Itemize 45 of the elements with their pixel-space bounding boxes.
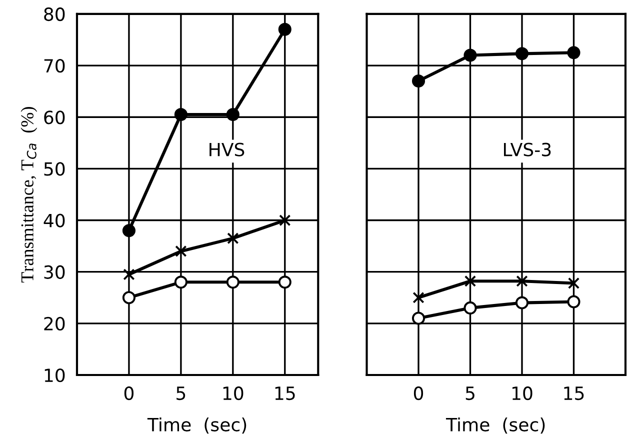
point	[464, 48, 477, 62]
point	[278, 22, 292, 36]
point	[567, 295, 580, 308]
point	[567, 46, 580, 60]
y-tick-label: 20	[44, 316, 65, 331]
point	[226, 108, 240, 122]
x-axis-title: Time (sec)	[147, 417, 246, 434]
point	[515, 296, 529, 310]
point	[226, 276, 240, 289]
point	[122, 291, 136, 304]
point	[464, 275, 476, 287]
y-tick-label: 30	[44, 265, 65, 279]
annotation: HVS	[210, 142, 244, 156]
y-tick-label: 10	[44, 368, 65, 382]
y-tick-label: 70	[44, 58, 65, 73]
x-tick-label: 0	[124, 386, 134, 400]
point	[412, 312, 426, 325]
point	[412, 74, 426, 88]
point	[515, 47, 529, 60]
point	[516, 275, 528, 287]
point	[174, 108, 188, 122]
x-tick-label: 10	[223, 386, 244, 400]
x-tick-label: 5	[176, 386, 186, 400]
x-tick-label: 15	[275, 386, 295, 400]
y-tick-label: 60	[44, 110, 65, 124]
annotation: LVS-3	[504, 142, 551, 156]
point	[175, 245, 187, 258]
point	[279, 214, 291, 226]
x-axis-title: Time (sec)	[446, 417, 545, 434]
point	[568, 277, 580, 290]
x-tick-label: 0	[414, 386, 424, 400]
x-tick-label: 15	[564, 386, 584, 400]
point	[278, 276, 292, 289]
point	[412, 292, 424, 304]
y-tick-label: 40	[44, 214, 65, 228]
point	[123, 268, 135, 280]
point	[122, 224, 136, 238]
point	[464, 301, 477, 314]
y-tick-label: 50	[44, 162, 65, 176]
point	[174, 276, 188, 289]
y-axis-title: Transmittance, T$_{Ca}$ (%)	[20, 106, 38, 283]
y-tick-label: 80	[44, 7, 65, 22]
x-tick-label: 10	[512, 386, 532, 400]
point	[227, 232, 239, 244]
x-tick-label: 5	[466, 386, 474, 400]
